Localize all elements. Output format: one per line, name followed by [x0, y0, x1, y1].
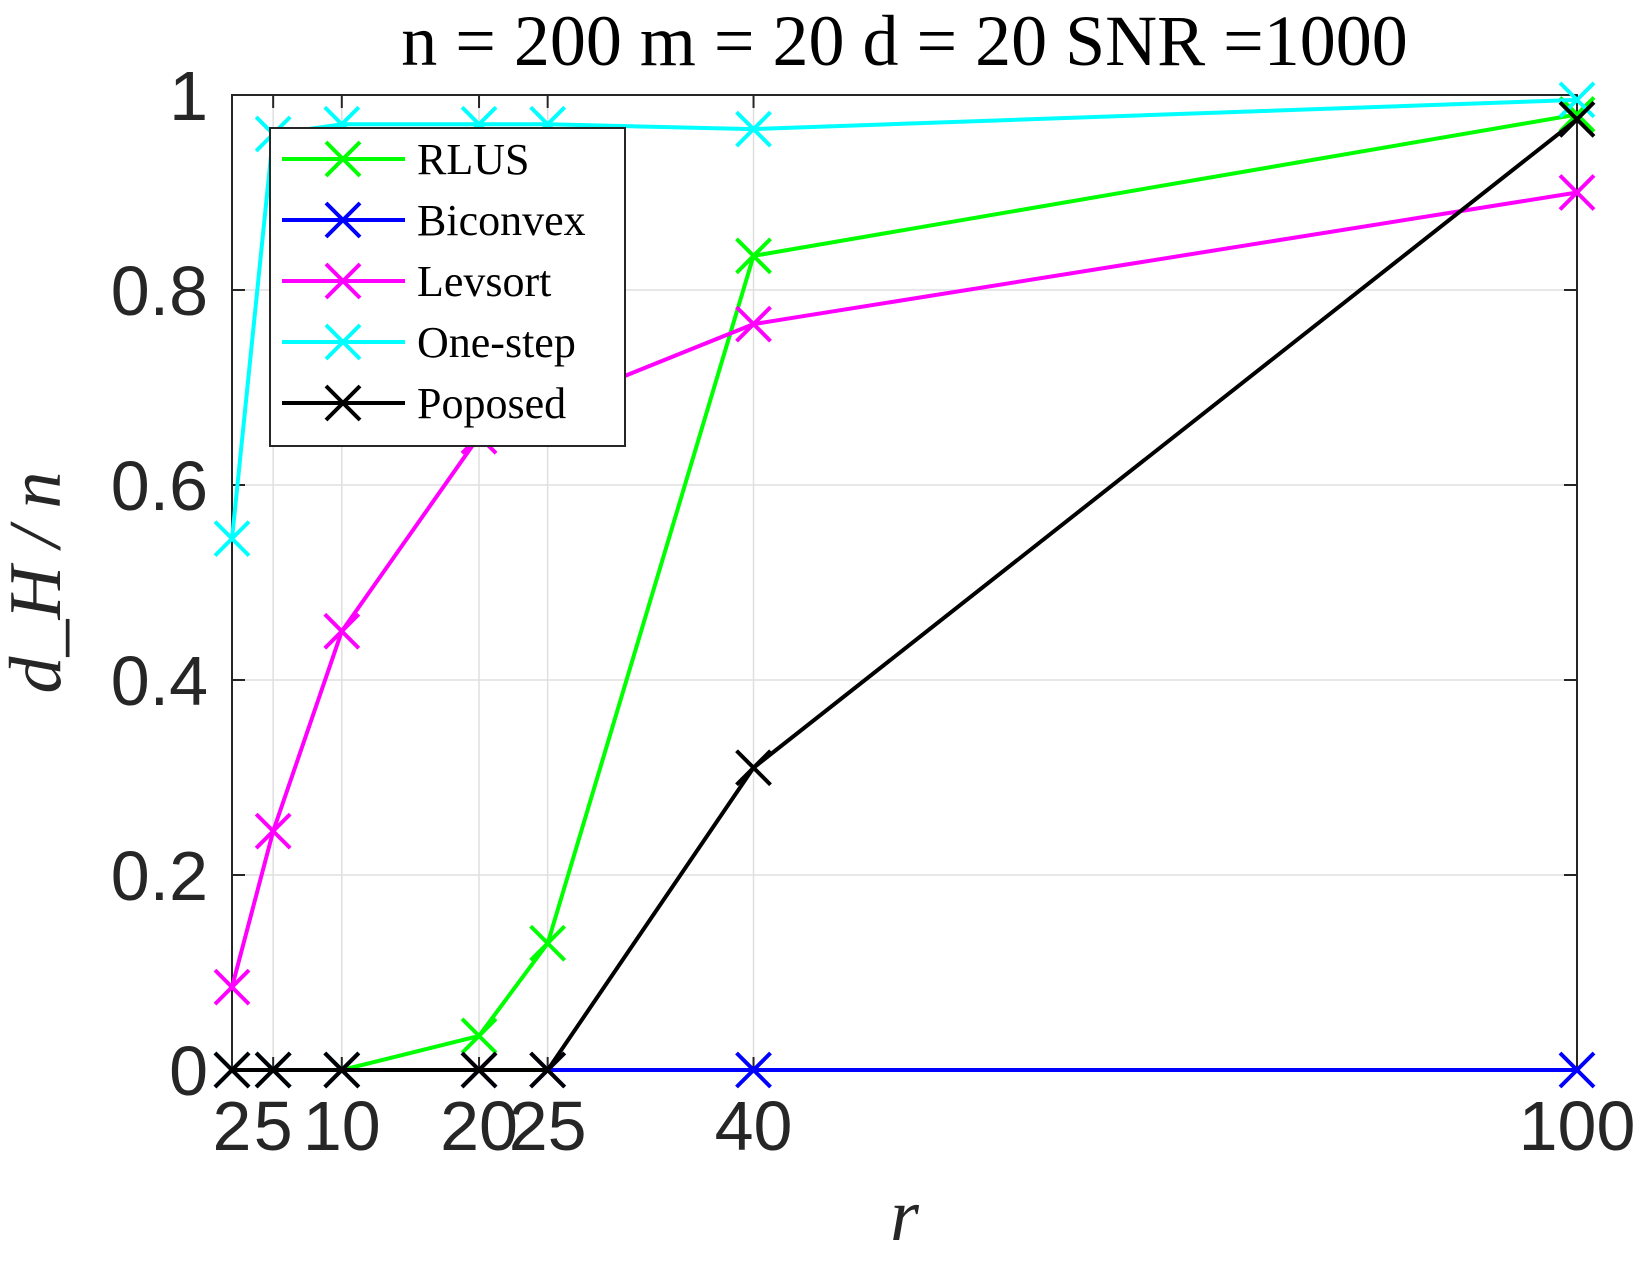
y-tick-label: 0.6 [111, 447, 208, 525]
legend-label: Biconvex [417, 196, 586, 245]
marker-stroke [254, 812, 292, 850]
y-axis-label: d_H / n [0, 472, 77, 694]
data-point-rlus [735, 237, 772, 275]
marker-stroke [1558, 1051, 1596, 1089]
legend-box [269, 127, 626, 447]
legend: RLUS Biconvex Levsort One-step Poposed [269, 127, 626, 447]
legend-swatch-marker [324, 262, 362, 300]
data-point-levsort [213, 968, 251, 1006]
legend-item-one-step: One-step [282, 318, 576, 367]
data-point-poposed [529, 1051, 567, 1089]
legend-item-biconvex: Biconvex [282, 196, 586, 245]
data-point-poposed [254, 1051, 292, 1089]
data-point-poposed [213, 1051, 251, 1089]
legend-swatch-marker [324, 140, 362, 178]
marker-stroke [1558, 174, 1596, 211]
y-tick-label: 0 [169, 1032, 208, 1110]
data-point-levsort [1558, 174, 1596, 211]
data-point-one-step [213, 520, 251, 558]
marker-stroke [254, 1051, 292, 1089]
marker-stroke [213, 520, 251, 558]
x-tick-label: 20 [440, 1087, 518, 1165]
marker-stroke [460, 1017, 498, 1055]
legend-item-levsort: Levsort [282, 257, 551, 306]
x-axis-label: r [890, 1175, 920, 1257]
data-point-poposed [323, 1051, 361, 1089]
x-tick-label: 25 [509, 1087, 587, 1165]
legend-swatch-marker [324, 201, 362, 239]
y-tick-label: 0.4 [111, 642, 208, 720]
x-tick-label: 40 [715, 1087, 793, 1165]
legend-label: Levsort [417, 257, 551, 306]
y-tick-label: 1 [169, 57, 208, 135]
marker-stroke [1558, 100, 1596, 138]
x-tick-label: 10 [303, 1087, 381, 1165]
data-point-one-step [735, 110, 772, 148]
marker-stroke [1558, 81, 1596, 119]
legend-label: Poposed [417, 379, 566, 428]
legend-swatch-marker [324, 323, 362, 361]
x-tick-label: 100 [1519, 1087, 1636, 1165]
marker-stroke [323, 1051, 361, 1089]
marker-stroke [529, 924, 567, 962]
legend-swatch-marker [324, 384, 362, 422]
marker-stroke [735, 237, 772, 275]
data-point-rlus [460, 1017, 498, 1055]
marker-stroke [735, 749, 772, 787]
data-point-biconvex [1558, 1051, 1596, 1089]
data-point-rlus [529, 924, 567, 962]
marker-stroke [213, 968, 251, 1006]
legend-item-rlus: RLUS [282, 135, 529, 184]
marker-stroke [735, 110, 772, 148]
data-point-levsort [254, 812, 292, 850]
y-tick-label: 0.8 [111, 252, 208, 330]
data-point-one-step [1558, 81, 1596, 119]
chart-title: n = 200 m = 20 d = 20 SNR =1000 [401, 1, 1408, 81]
marker-stroke [735, 1051, 772, 1089]
marker-stroke [323, 612, 361, 650]
marker-stroke [460, 1051, 498, 1089]
legend-label: One-step [417, 318, 576, 367]
x-tick-label: 2 [213, 1087, 252, 1165]
marker-stroke [213, 1051, 251, 1089]
legend-item-poposed: Poposed [282, 379, 566, 428]
data-point-biconvex [735, 1051, 772, 1089]
data-point-poposed [735, 749, 772, 787]
data-point-levsort [735, 305, 772, 343]
y-tick-label: 0.2 [111, 837, 208, 915]
marker-stroke [529, 1051, 567, 1089]
marker-stroke [735, 305, 772, 343]
legend-label: RLUS [417, 135, 529, 184]
x-tick-label: 5 [254, 1087, 293, 1165]
data-point-levsort [323, 612, 361, 650]
data-point-poposed [1558, 100, 1596, 138]
data-point-poposed [460, 1051, 498, 1089]
